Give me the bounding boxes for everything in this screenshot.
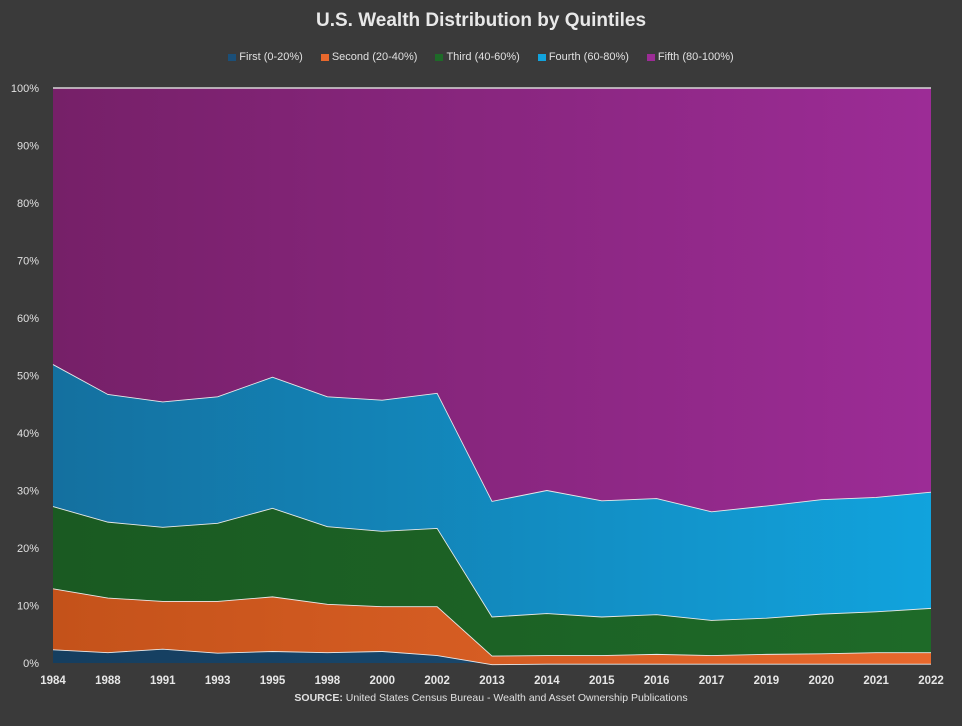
legend-item-second: Second (20-40%) — [320, 51, 418, 63]
line-first — [52, 648, 931, 666]
y-tick-label: 20% — [17, 543, 39, 555]
legend-label-third: Third (40-60%) — [446, 51, 520, 63]
x-tick-label: 2015 — [589, 675, 615, 687]
legend-item-fourth: Fourth (60-80%) — [537, 51, 629, 63]
x-tick-label: 2022 — [918, 675, 944, 687]
legend-swatch-third — [435, 53, 444, 61]
chart-title: U.S. Wealth Distribution by Quintiles — [315, 10, 647, 31]
y-tick-label: 10% — [17, 601, 39, 613]
area-third — [53, 506, 931, 657]
line-fourth — [52, 364, 932, 513]
y-tick-label: 50% — [17, 371, 39, 383]
legend-label-first: First (0-20%) — [239, 51, 303, 63]
x-tick-label: 1998 — [315, 675, 341, 687]
x-tick-label: 2017 — [699, 675, 725, 687]
legend-label-second: Second (20-40%) — [331, 51, 418, 63]
area-second — [53, 588, 931, 665]
x-tick-label: 2000 — [369, 675, 395, 687]
y-tick-label: 80% — [17, 198, 39, 210]
area-first — [53, 649, 931, 665]
x-tick-label: 2002 — [424, 675, 450, 687]
x-tick-label: 1988 — [95, 675, 121, 687]
y-tick-label: 90% — [17, 141, 39, 153]
x-tick-label: 2013 — [479, 675, 505, 687]
y-tick-label: 0% — [23, 658, 39, 670]
legend-label-fourth: Fourth (60-80%) — [548, 51, 629, 63]
y-tick-label: 40% — [17, 428, 39, 440]
legend-swatch-first — [228, 53, 237, 61]
x-tick-label: 1991 — [150, 675, 176, 687]
line-second — [52, 588, 931, 657]
legend-label-fifth: Fifth (80-100%) — [657, 51, 734, 63]
y-tick-label: 30% — [17, 486, 39, 498]
x-tick-label: 2021 — [863, 675, 889, 687]
x-tick-label: 1995 — [260, 675, 286, 687]
legend-item-first: First (0-20%) — [228, 51, 303, 63]
legend-swatch-second — [320, 53, 329, 61]
x-tick-label: 2019 — [754, 675, 780, 687]
area-fifth — [53, 88, 931, 512]
y-tick-label: 100% — [11, 83, 39, 95]
x-tick-label: 2020 — [808, 675, 834, 687]
line-third — [52, 506, 932, 621]
legend-item-third: Third (40-60%) — [435, 51, 520, 63]
source-note: SOURCE: United States Census Bureau - We… — [0, 692, 962, 704]
legend-item-fifth: Fifth (80-100%) — [646, 51, 734, 63]
source-text: United States Census Bureau - Wealth and… — [345, 692, 688, 704]
x-tick-label: 2014 — [534, 675, 560, 687]
area-fourth — [53, 364, 931, 621]
y-tick-label: 60% — [17, 313, 39, 325]
y-tick-label: 70% — [17, 256, 39, 268]
legend: First (0-20%) Second (20-40%) Third (40-… — [0, 51, 962, 63]
x-tick-label: 1993 — [205, 675, 231, 687]
source-label: SOURCE: — [294, 692, 343, 704]
x-tick-label: 2016 — [644, 675, 670, 687]
legend-swatch-fourth — [537, 53, 546, 61]
x-tick-label: 1984 — [40, 675, 66, 687]
legend-swatch-fifth — [646, 53, 655, 61]
